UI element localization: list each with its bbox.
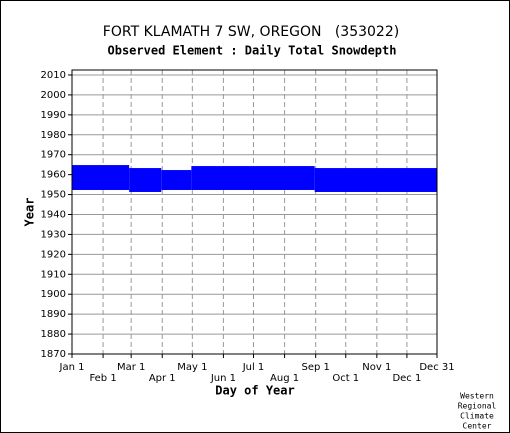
x-tick-label: Oct 1 [332,373,359,384]
x-tick-label: Aug 1 [270,373,299,384]
data-range [191,166,315,190]
y-tick-label: 1880 [41,329,66,340]
x-tick-label: Dec 31 [419,362,454,373]
y-tick-label: 1920 [41,249,66,260]
chart-title: FORT KLAMATH 7 SW, OREGON (353022) [103,24,399,40]
footer-line: Climate [460,412,494,421]
y-tick-label: 2010 [41,70,66,81]
x-tick-label: Dec 1 [392,373,421,384]
y-tick-label: 1870 [41,349,66,360]
footer-line: Western [460,392,494,401]
footer-line: Regional [458,402,497,411]
y-tick-label: 1930 [41,229,66,240]
y-tick-label: 1950 [41,190,66,201]
y-tick-label: 1900 [41,289,66,300]
x-tick-label: Feb 1 [89,373,116,384]
y-tick-label: 1940 [41,209,66,220]
footer-line: Center [463,422,492,431]
plot-border [71,69,438,355]
data-range [129,168,162,192]
y-tick-label: 2000 [41,90,66,101]
y-tick-label: 1960 [41,170,66,181]
x-tick-label: Jan 1 [59,362,85,373]
x-axis-label: Day of Year [215,384,294,398]
x-tick-label: Jun 1 [210,373,236,384]
y-tick-label: 1980 [41,130,66,141]
x-tick-label: Jul 1 [242,362,265,373]
x-tick-label: Apr 1 [149,373,176,384]
x-tick-label: Sep 1 [301,362,329,373]
x-tick-label: Mar 1 [117,362,145,373]
data-range [161,170,192,190]
data-range [314,168,437,192]
x-tick-label: Nov 1 [362,362,391,373]
y-tick-label: 1890 [41,309,66,320]
data-range [72,165,130,190]
x-tick-label: May 1 [177,362,207,373]
y-tick-label: 1970 [41,150,66,161]
chart-subtitle: Observed Element : Daily Total Snowdepth [108,44,397,58]
y-axis-label: Year [23,198,37,227]
y-tick-label: 1990 [41,110,66,121]
y-tick-label: 1910 [41,269,66,280]
plot-area [72,70,437,354]
